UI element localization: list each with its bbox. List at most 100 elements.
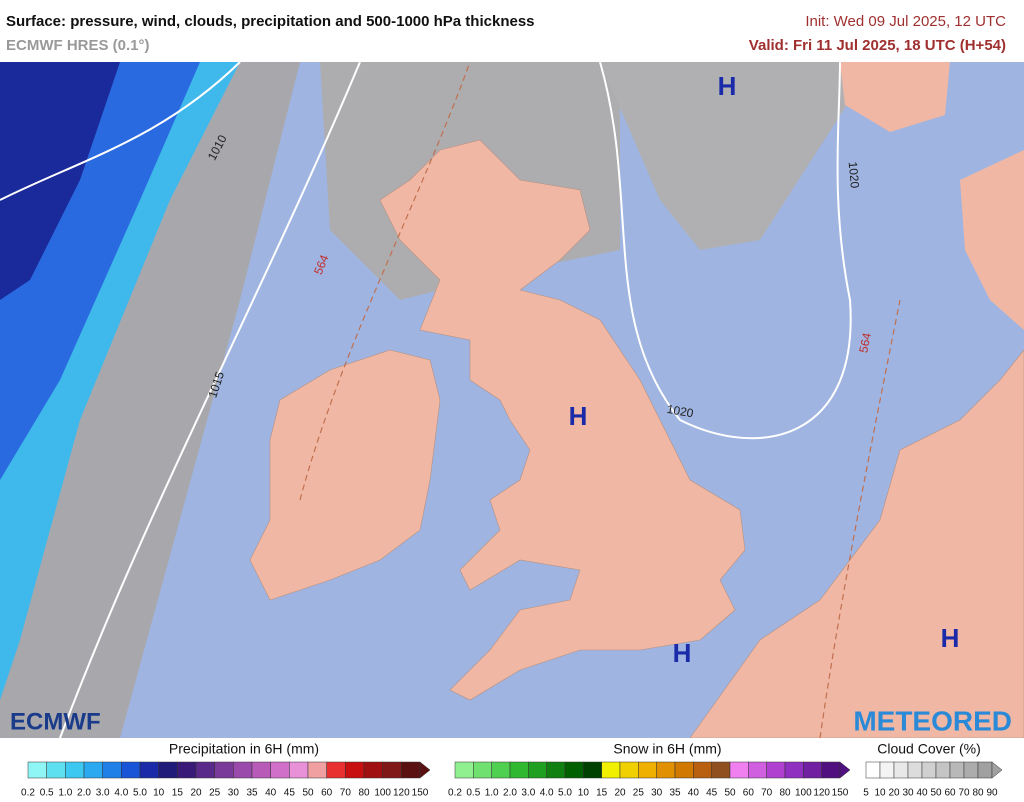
continent xyxy=(689,349,1024,739)
legend-label: 35 xyxy=(246,788,258,799)
pressure-center: H xyxy=(673,638,692,668)
legend-swatch xyxy=(935,761,951,779)
legend-label: 40 xyxy=(688,788,700,799)
legend-swatch xyxy=(821,761,841,779)
legend-label: 1.0 xyxy=(485,788,499,799)
legend-label: 80 xyxy=(358,788,370,799)
pressure-center: H xyxy=(718,71,737,101)
legend-swatch xyxy=(674,761,694,779)
legend-arrow xyxy=(419,761,431,779)
legend-label: 10 xyxy=(153,788,165,799)
legend-label: 0.2 xyxy=(448,788,462,799)
cloud-area xyxy=(600,62,900,250)
legend-swatch xyxy=(601,761,621,779)
pressure-center: H xyxy=(941,623,960,653)
legend-swatch xyxy=(289,761,309,779)
legend-label: 20 xyxy=(888,788,900,799)
legend-label: 30 xyxy=(651,788,663,799)
legend-swatch xyxy=(177,761,197,779)
legend-label: 150 xyxy=(412,788,429,799)
legend-swatch xyxy=(977,761,993,779)
legend-arrow xyxy=(991,761,1003,779)
legend-label: 4.0 xyxy=(114,788,128,799)
valid-time: Valid: Fri 11 Jul 2025, 18 UTC (H+54) xyxy=(749,37,1006,54)
legend-label: 45 xyxy=(706,788,718,799)
legend-label: 2.0 xyxy=(503,788,517,799)
legend-swatch xyxy=(546,761,566,779)
legend-label: 0.5 xyxy=(466,788,480,799)
legend-swatch xyxy=(158,761,178,779)
legend-swatch xyxy=(326,761,346,779)
legend-label: 80 xyxy=(972,788,984,799)
legend-label: 5.0 xyxy=(558,788,572,799)
legend-swatch xyxy=(766,761,786,779)
ireland xyxy=(249,349,441,601)
precip-area xyxy=(0,62,120,300)
thickness-line xyxy=(819,299,901,739)
isobar xyxy=(599,61,852,440)
isobar xyxy=(0,61,241,201)
legend-swatch xyxy=(711,761,731,779)
norway xyxy=(840,62,950,132)
legend-label: 35 xyxy=(669,788,681,799)
legend-swatch xyxy=(528,761,547,779)
legend-label: 3.0 xyxy=(521,788,535,799)
legend-swatch xyxy=(46,761,66,779)
header-bg xyxy=(0,0,1024,62)
legend-swatch xyxy=(270,761,290,779)
legend-swatch xyxy=(784,761,804,779)
legend-swatch xyxy=(102,761,122,779)
legend-swatch xyxy=(963,761,979,779)
legend-label: 40 xyxy=(916,788,928,799)
legend-title: Cloud Cover (%) xyxy=(877,741,980,757)
legend-label: 150 xyxy=(832,788,849,799)
legend-swatch xyxy=(345,761,365,779)
legend-label: 10 xyxy=(874,788,886,799)
legend-label: 20 xyxy=(614,788,626,799)
legend-swatch xyxy=(907,761,923,779)
legend-label: 100 xyxy=(374,788,391,799)
legend-swatch xyxy=(619,761,639,779)
legend-title: Snow in 6H (mm) xyxy=(613,741,721,757)
legend-swatch xyxy=(454,761,474,779)
legend-swatch xyxy=(921,761,937,779)
isobar-label: 1020 xyxy=(846,161,862,189)
legend-swatch xyxy=(893,761,909,779)
legend-label: 50 xyxy=(302,788,314,799)
legend-swatch xyxy=(693,761,712,779)
legend-swatch xyxy=(564,761,584,779)
legend-label: 20 xyxy=(190,788,202,799)
ecmwf-logo: ECMWF xyxy=(10,708,101,735)
legend-label: 4.0 xyxy=(540,788,554,799)
legend-swatch xyxy=(638,761,657,779)
legend-label: 25 xyxy=(209,788,221,799)
legend-swatch xyxy=(139,761,159,779)
legend-swatch xyxy=(382,761,402,779)
legend-label: 120 xyxy=(393,788,410,799)
legend-label: 30 xyxy=(902,788,914,799)
legend-label: 60 xyxy=(944,788,956,799)
isobar xyxy=(59,61,361,739)
legend-label: 45 xyxy=(284,788,296,799)
legend-label: 30 xyxy=(228,788,240,799)
legend-swatch xyxy=(729,761,749,779)
legend-swatch xyxy=(473,761,492,779)
pressure-center: H xyxy=(569,401,588,431)
legend-label: 70 xyxy=(340,788,352,799)
legend-label: 3.0 xyxy=(96,788,110,799)
legend-swatch xyxy=(121,761,141,779)
legend-label: 0.2 xyxy=(21,788,35,799)
great-britain xyxy=(379,139,746,701)
legend-label: 15 xyxy=(172,788,184,799)
legend-label: 60 xyxy=(321,788,333,799)
legend-label: 2.0 xyxy=(77,788,91,799)
legend-swatch xyxy=(214,761,234,779)
legend-label: 50 xyxy=(930,788,942,799)
legend-swatch xyxy=(491,761,511,779)
legend-arrow xyxy=(839,761,851,779)
legend-swatch xyxy=(803,761,822,779)
legend-swatch xyxy=(83,761,103,779)
title: Surface: pressure, wind, clouds, precipi… xyxy=(6,13,535,30)
